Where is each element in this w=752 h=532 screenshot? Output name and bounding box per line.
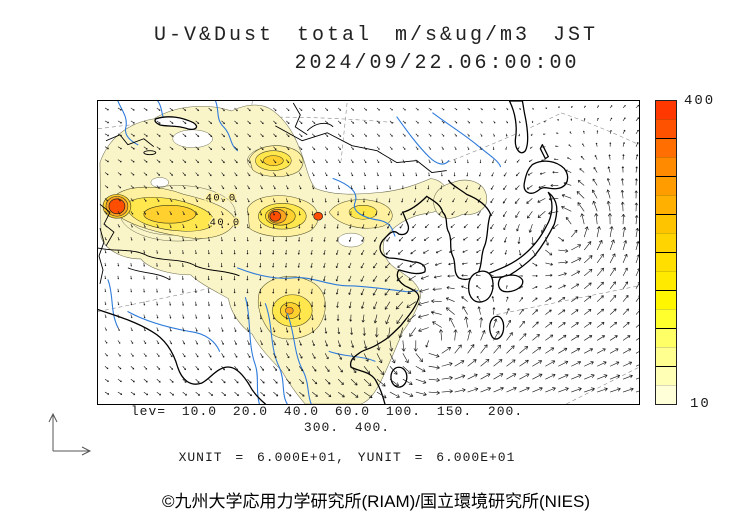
dust-level-300-region [108, 198, 126, 215]
dust-level-150-region [285, 306, 294, 315]
colorbar-band [656, 101, 676, 119]
y-axis-arrowhead [48, 412, 58, 423]
river [117, 101, 139, 146]
dust-clear-gap [150, 177, 169, 188]
dust-clear-gap [337, 232, 365, 248]
coastline-kyushu [467, 270, 494, 303]
contour-levels-line2: 300. 400. [303, 420, 391, 435]
dust-level-60-region [263, 155, 284, 166]
lake-balkhash [154, 116, 198, 130]
left-edge-coast [98, 228, 105, 284]
border-central-asia [105, 134, 155, 148]
colorbar-band [656, 385, 676, 404]
colorbar-band [656, 176, 676, 195]
dust-level-300-region [313, 211, 324, 221]
border-altai [292, 102, 308, 136]
copyright-notice: ©九州大学応用力学研究所(RIAM)/国立環境研究所(NIES) [161, 492, 591, 511]
river-mekong [264, 303, 288, 404]
river [286, 313, 312, 404]
coastline-india-bengal [98, 308, 267, 404]
colorbar-band [656, 347, 676, 366]
dust-level-60-region [143, 205, 196, 224]
coastline-hokkaido [523, 160, 569, 194]
axis-arrows [48, 412, 92, 456]
coastlines-layer [98, 101, 569, 404]
graticule-line [446, 112, 562, 163]
colorbar-band [656, 214, 676, 233]
colorbar-band [656, 366, 676, 385]
colorbar-max-label: 400 [684, 93, 716, 109]
border-himalaya [98, 247, 240, 277]
river-songhua [396, 116, 450, 165]
lake-issyk-kul [143, 150, 157, 156]
graticule-line [98, 287, 213, 312]
dust-level-10-region [99, 104, 449, 404]
river-ganges [127, 311, 221, 352]
axis-units-label: XUNIT = 6.000E+01, YUNIT = 6.000E+01 [178, 450, 516, 465]
coastline-china-vietnam [349, 195, 428, 404]
coastline-sakhalin [508, 101, 529, 154]
x-axis-arrowhead [81, 446, 92, 456]
colorbar-min-label: 10 [690, 396, 711, 412]
wind-vectors-layer [104, 104, 639, 399]
map-plot-area: 40.0 40.0 [97, 100, 640, 405]
colorbar-band [656, 252, 676, 271]
contour-label-40: 40.0 [210, 217, 241, 229]
graticule-line [566, 366, 639, 404]
colorbar-band [656, 233, 676, 252]
coastline-taiwan [489, 315, 505, 340]
figure-datetime: 2024/09/22.06:00:00 [294, 52, 580, 75]
lake-mongolia [306, 122, 334, 132]
river [215, 101, 239, 152]
graticule-line [561, 112, 639, 145]
contour-label-40: 40.0 [206, 192, 237, 204]
dust-level-300-region [269, 210, 282, 222]
colorbar-band [656, 271, 676, 290]
contour-labels-layer: 40.0 40.0 [204, 191, 241, 231]
dust-level-40-region [348, 205, 378, 220]
dust-clear-gap [172, 129, 213, 148]
river-yangtze [236, 267, 419, 293]
dust-contours-layer [99, 104, 487, 404]
border-himalaya-south [127, 267, 170, 281]
coastline-kuril [539, 144, 549, 160]
coastline-honshu [477, 191, 558, 278]
figure-title: U-V&Dust total m/s&ug/m3 JST [153, 24, 599, 47]
colorbar-band [656, 138, 676, 157]
colorbar-band [656, 195, 676, 214]
river-amur [432, 112, 502, 168]
river-indus [107, 279, 119, 329]
graticule-line [340, 102, 348, 161]
contour-levels-line1: lev= 10.0 20.0 40.0 60.0 100. 150. 200. [130, 404, 524, 419]
colorbar-band [656, 290, 676, 309]
colorbar-band [656, 309, 676, 328]
colorbar [655, 100, 677, 405]
graticule-line [496, 285, 639, 315]
colorbar-band [656, 328, 676, 347]
border-mongolia [275, 125, 447, 173]
colorbar-band [656, 119, 676, 138]
coastline-shikoku [497, 274, 524, 293]
river [244, 297, 260, 404]
border-pamir [99, 203, 115, 247]
colorbar-band [656, 157, 676, 176]
map-canvas: 40.0 40.0 [98, 101, 639, 404]
